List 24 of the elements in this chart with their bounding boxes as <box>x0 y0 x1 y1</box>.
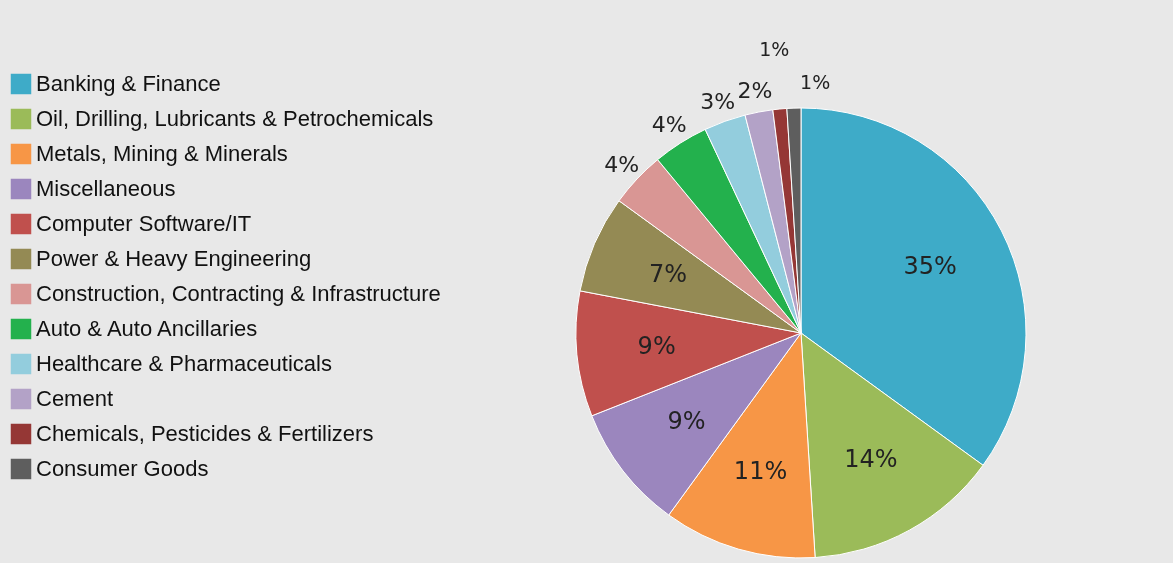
legend-label: Construction, Contracting & Infrastructure <box>36 281 441 306</box>
data-label: 9% <box>637 331 676 360</box>
legend-label: Chemicals, Pesticides & Fertilizers <box>36 421 374 446</box>
legend-label: Cement <box>36 386 114 411</box>
legend-label: Healthcare & Pharmaceuticals <box>36 351 332 376</box>
legend-label: Auto & Auto Ancillaries <box>36 316 258 341</box>
legend-label: Oil, Drilling, Lubricants & Petrochemicals <box>36 106 434 131</box>
data-label: 4% <box>651 112 687 138</box>
data-label: 35% <box>903 252 957 281</box>
legend-label: Miscellaneous <box>36 176 176 201</box>
data-label: 4% <box>604 151 640 177</box>
data-label: 1% <box>800 71 831 94</box>
data-label: 3% <box>700 88 736 114</box>
data-label: 1% <box>759 38 790 61</box>
data-label: 14% <box>844 445 898 474</box>
legend-label: Banking & Finance <box>36 71 221 96</box>
data-label: 9% <box>667 406 706 435</box>
legend-label: Power & Heavy Engineering <box>36 246 312 271</box>
legend-label: Computer Software/IT <box>36 211 252 236</box>
data-label: 2% <box>737 78 773 104</box>
data-label: 11% <box>733 457 788 486</box>
data-label: 7% <box>648 260 687 289</box>
legend-label: Metals, Mining & Minerals <box>36 141 288 166</box>
legend-label: Consumer Goods <box>36 456 209 481</box>
